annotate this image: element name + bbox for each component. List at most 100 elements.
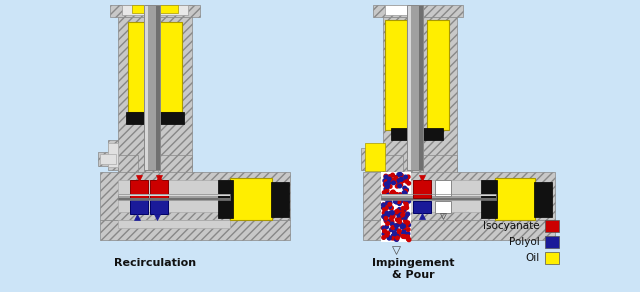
Circle shape — [399, 199, 403, 203]
Circle shape — [400, 223, 404, 227]
Bar — [381, 194, 496, 200]
Bar — [118, 194, 230, 200]
Bar — [98, 152, 118, 166]
Bar — [148, 5, 156, 170]
Circle shape — [397, 200, 401, 204]
Circle shape — [392, 232, 396, 235]
Bar — [118, 198, 230, 200]
Circle shape — [403, 186, 406, 190]
Bar — [150, 180, 168, 198]
Bar — [118, 17, 192, 172]
Circle shape — [395, 224, 398, 227]
Bar — [381, 198, 496, 200]
Circle shape — [406, 228, 410, 231]
Bar — [373, 5, 463, 17]
Bar — [413, 201, 431, 213]
Circle shape — [404, 198, 408, 201]
Circle shape — [399, 178, 403, 181]
Circle shape — [403, 235, 406, 239]
Circle shape — [397, 233, 401, 237]
Circle shape — [405, 188, 408, 192]
Circle shape — [390, 180, 394, 183]
Circle shape — [397, 179, 401, 182]
Circle shape — [402, 215, 406, 219]
Circle shape — [397, 202, 401, 205]
Circle shape — [399, 223, 403, 226]
Bar — [381, 180, 496, 212]
Circle shape — [399, 213, 403, 217]
Circle shape — [390, 236, 394, 240]
Circle shape — [403, 209, 406, 213]
Circle shape — [391, 178, 395, 182]
Circle shape — [397, 229, 401, 233]
Circle shape — [406, 237, 410, 241]
Bar — [108, 140, 118, 170]
Circle shape — [394, 199, 397, 203]
Bar — [150, 200, 168, 214]
Circle shape — [404, 189, 408, 193]
Bar — [130, 200, 148, 214]
Circle shape — [386, 201, 389, 204]
Circle shape — [393, 224, 397, 228]
Circle shape — [390, 191, 394, 194]
Circle shape — [394, 210, 398, 214]
Circle shape — [396, 234, 399, 238]
Circle shape — [401, 213, 404, 217]
Circle shape — [387, 219, 390, 223]
Circle shape — [382, 232, 386, 236]
Circle shape — [394, 200, 398, 203]
Circle shape — [402, 224, 405, 228]
Bar — [230, 178, 272, 220]
Circle shape — [406, 236, 410, 239]
Bar — [435, 180, 451, 196]
Circle shape — [403, 192, 407, 195]
Circle shape — [390, 180, 394, 183]
Circle shape — [404, 180, 408, 183]
Circle shape — [404, 214, 408, 218]
Bar — [545, 220, 559, 232]
Bar — [118, 194, 230, 200]
Bar — [481, 180, 497, 218]
Circle shape — [388, 175, 392, 178]
Circle shape — [387, 175, 390, 179]
Circle shape — [402, 231, 406, 234]
Circle shape — [397, 230, 401, 233]
Circle shape — [385, 189, 389, 192]
Circle shape — [382, 203, 386, 206]
Bar — [391, 128, 443, 140]
Circle shape — [383, 207, 386, 211]
Bar — [144, 5, 160, 170]
Circle shape — [387, 181, 390, 185]
Bar — [100, 220, 290, 240]
Circle shape — [396, 234, 400, 238]
Circle shape — [390, 220, 394, 224]
Circle shape — [404, 175, 407, 179]
Circle shape — [385, 211, 388, 215]
Bar — [383, 155, 403, 177]
Circle shape — [390, 222, 394, 226]
Circle shape — [396, 218, 399, 221]
Circle shape — [403, 229, 406, 233]
Circle shape — [397, 218, 401, 222]
Text: Polyol: Polyol — [509, 237, 540, 247]
Bar — [385, 20, 407, 130]
Circle shape — [386, 231, 390, 235]
Bar — [381, 194, 496, 200]
Circle shape — [383, 230, 387, 233]
Circle shape — [406, 232, 410, 236]
Circle shape — [392, 236, 396, 240]
Bar — [130, 180, 148, 198]
Circle shape — [401, 211, 404, 214]
Circle shape — [385, 207, 388, 210]
Circle shape — [397, 173, 401, 176]
Circle shape — [407, 197, 410, 201]
Circle shape — [398, 184, 401, 187]
Bar — [534, 182, 552, 217]
Circle shape — [401, 234, 404, 238]
Circle shape — [395, 194, 398, 197]
Circle shape — [388, 185, 392, 188]
Bar — [363, 220, 555, 240]
Circle shape — [386, 192, 390, 196]
Circle shape — [394, 237, 397, 241]
Circle shape — [390, 211, 394, 214]
